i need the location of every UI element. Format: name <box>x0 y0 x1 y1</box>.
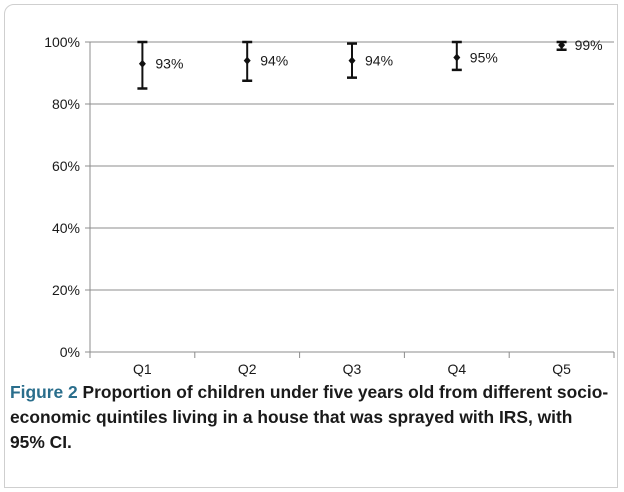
data-label: 93% <box>155 56 183 72</box>
caption-text: Proportion of children under five years … <box>10 382 609 452</box>
x-tick-label: Q5 <box>552 361 571 377</box>
x-tick-labels: Q1 (Poorest) Q2 Q3 Q4 Q5 (Least poor) <box>114 361 600 380</box>
gridlines <box>90 41 614 291</box>
data-point <box>138 59 146 68</box>
chart: 0% 20% 40% 60% 80% 100% Q1 (Poorest) Q2 Q3 Q4 Q5 (L… <box>44 34 615 380</box>
x-tick-label: Q2 <box>238 361 257 377</box>
data-label: 94% <box>365 53 393 69</box>
data-point <box>558 41 566 50</box>
x-tick-label: Q3 <box>343 361 362 377</box>
data-point <box>453 53 461 62</box>
x-tick-label: (Poorest) <box>114 379 172 380</box>
y-tick-label: 20% <box>52 282 80 298</box>
data-point <box>243 56 251 65</box>
y-tick-label: 60% <box>52 158 80 174</box>
y-tick-label: 0% <box>60 344 80 360</box>
figure-frame <box>4 4 618 488</box>
caption-label: Figure 2 <box>10 382 78 402</box>
data-label: 99% <box>575 37 603 53</box>
x-tick-label: Q4 <box>447 361 466 377</box>
y-tick-labels: 0% 20% 40% 60% 80% 100% <box>44 34 80 360</box>
error-bars <box>137 40 567 90</box>
data-point <box>348 56 356 65</box>
y-tick-label: 100% <box>44 34 80 50</box>
data-label: 94% <box>260 53 288 69</box>
data-label: 95% <box>470 50 498 66</box>
data-labels: 93% 94% 94% 95% 99% <box>155 37 602 72</box>
axes <box>85 41 615 358</box>
y-tick-label: 40% <box>52 220 80 236</box>
data-points <box>138 41 566 68</box>
x-tick-label: Q1 <box>133 361 152 377</box>
figure-caption: Figure 2 Proportion of children under fi… <box>10 380 610 455</box>
x-tick-label: (Least poor) <box>524 379 599 380</box>
y-tick-label: 80% <box>52 96 80 112</box>
